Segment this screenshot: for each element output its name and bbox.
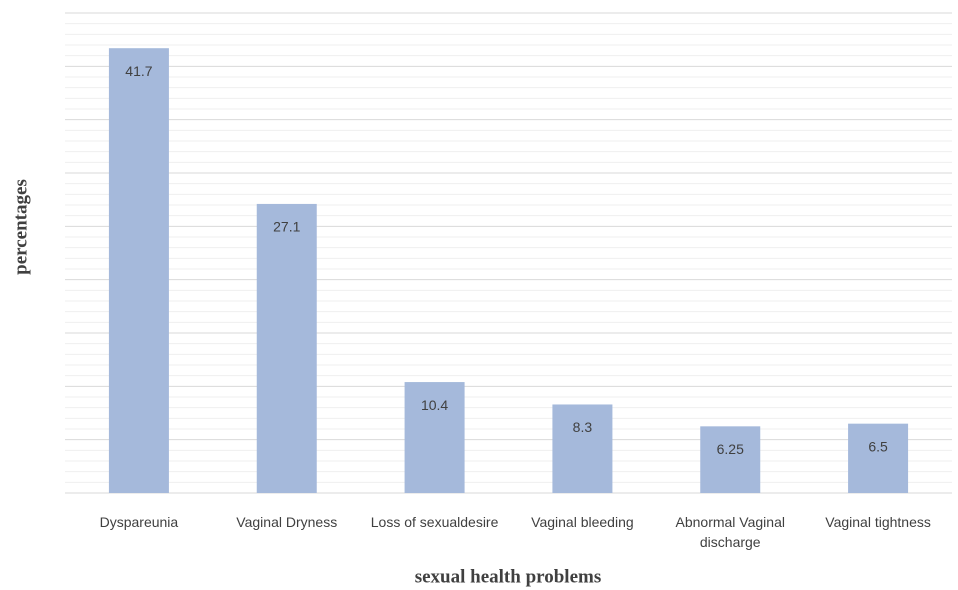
data-label: 6.5: [868, 438, 888, 454]
x-tick-label: Abnormal Vaginal discharge: [675, 514, 785, 550]
bar: [256, 203, 317, 493]
bar: [848, 423, 909, 493]
x-tick-label: Vaginal tightness: [825, 514, 931, 530]
bar: [108, 48, 169, 493]
y-axis-title: percentages: [10, 179, 31, 275]
bar: [700, 426, 761, 493]
data-label: 27.1: [273, 219, 300, 235]
bar: [404, 382, 465, 493]
x-tick-label: Vaginal bleeding: [531, 514, 634, 530]
data-label: 41.7: [125, 63, 152, 79]
data-label: 8.3: [573, 419, 593, 435]
data-label: 10.4: [421, 397, 448, 413]
x-tick-label: Vaginal Dryness: [236, 514, 338, 530]
x-tick-label: Loss of sexualdesire: [370, 514, 499, 530]
bar: [552, 404, 613, 493]
data-label: 6.25: [717, 441, 744, 457]
x-axis-title: sexual health problems: [415, 566, 602, 587]
x-tick-label: Dyspareunia: [99, 514, 179, 530]
